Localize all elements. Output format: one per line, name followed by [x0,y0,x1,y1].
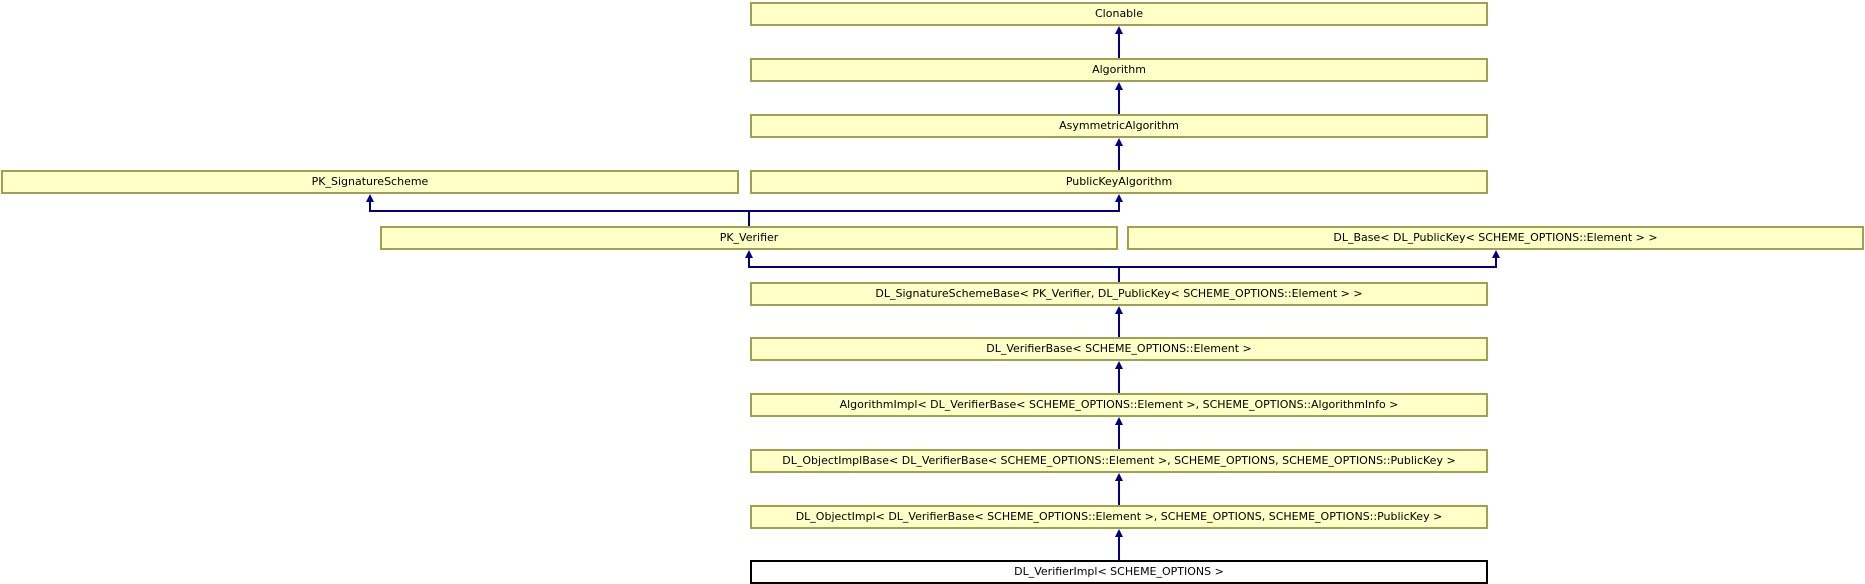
class-node-label: DL_ObjectImplBase< DL_VerifierBase< SCHE… [782,454,1456,467]
class-node-label: Clonable [1095,7,1143,20]
class-node-dl-verifier-impl: DL_VerifierImpl< SCHEME_OPTIONS > [750,560,1488,584]
edge-segment [1118,314,1120,337]
class-node-dl-object-impl-base[interactable]: DL_ObjectImplBase< DL_VerifierBase< SCHE… [750,449,1488,473]
arrow-up-icon [1115,417,1123,425]
class-node-label: AlgorithmImpl< DL_VerifierBase< SCHEME_O… [839,398,1399,411]
edge-segment [1118,425,1120,449]
edge-segment [1118,537,1120,560]
class-node-public-key-algorithm[interactable]: PublicKeyAlgorithm [750,170,1488,194]
edge-segment [748,266,1497,268]
class-node-label: DL_Base< DL_PublicKey< SCHEME_OPTIONS::E… [1333,231,1658,244]
edge-segment [1118,146,1120,170]
edge-segment [1118,90,1120,114]
class-node-clonable[interactable]: Clonable [750,2,1488,26]
class-node-label: DL_VerifierBase< SCHEME_OPTIONS::Element… [986,342,1252,355]
class-node-dl-signature-scheme-base[interactable]: DL_SignatureSchemeBase< PK_Verifier, DL_… [750,282,1488,306]
edge-segment [1118,369,1120,393]
class-node-dl-verifier-base[interactable]: DL_VerifierBase< SCHEME_OPTIONS::Element… [750,337,1488,361]
class-node-label: PK_SignatureScheme [311,175,429,188]
class-node-pk-signature-scheme[interactable]: PK_SignatureScheme [1,170,739,194]
arrow-up-icon [1115,361,1123,369]
arrow-up-icon [1115,194,1123,202]
class-node-dl-base[interactable]: DL_Base< DL_PublicKey< SCHEME_OPTIONS::E… [1127,226,1864,250]
class-node-pk-verifier[interactable]: PK_Verifier [380,226,1118,250]
class-node-label: DL_ObjectImpl< DL_VerifierBase< SCHEME_O… [795,510,1443,523]
edge-segment [748,258,750,268]
class-node-algorithm-impl[interactable]: AlgorithmImpl< DL_VerifierBase< SCHEME_O… [750,393,1488,417]
arrow-up-icon [1115,138,1123,146]
edge-segment [369,210,1120,212]
edge-segment [1494,258,1497,268]
edge-segment [1118,481,1120,505]
arrow-up-icon [366,194,374,202]
class-node-label: PublicKeyAlgorithm [1065,175,1173,188]
arrow-up-icon [1115,306,1123,314]
arrow-up-icon [745,250,753,258]
arrow-up-icon [1115,82,1123,90]
arrow-up-icon [1115,26,1123,34]
arrow-up-icon [1115,473,1123,481]
class-node-label: DL_VerifierImpl< SCHEME_OPTIONS > [1014,565,1224,578]
class-node-label: PK_Verifier [719,231,779,244]
class-node-dl-object-impl[interactable]: DL_ObjectImpl< DL_VerifierBase< SCHEME_O… [750,505,1488,529]
arrow-up-icon [1115,529,1123,537]
class-node-label: AsymmetricAlgorithm [1059,119,1179,132]
class-node-algorithm[interactable]: Algorithm [750,58,1488,82]
class-node-asymmetric-algorithm[interactable]: AsymmetricAlgorithm [750,114,1488,138]
arrow-up-icon [1491,250,1500,258]
edge-segment [748,210,750,226]
class-node-label: DL_SignatureSchemeBase< PK_Verifier, DL_… [875,287,1363,300]
edge-segment [369,202,371,212]
edge-segment [1118,34,1120,58]
class-node-label: Algorithm [1092,63,1146,76]
edge-segment [1118,266,1120,282]
edge-segment [1118,202,1120,212]
